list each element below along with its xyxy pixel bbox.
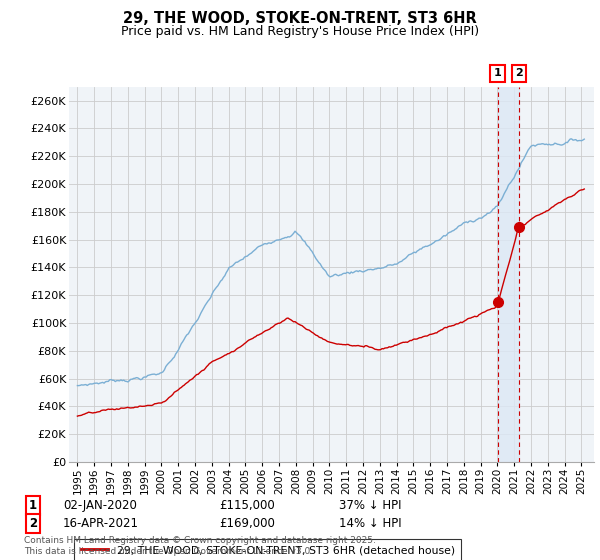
Legend: 29, THE WOOD, STOKE-ON-TRENT, ST3 6HR (detached house), HPI: Average price, deta: 29, THE WOOD, STOKE-ON-TRENT, ST3 6HR (d… — [74, 539, 461, 560]
Text: Price paid vs. HM Land Registry's House Price Index (HPI): Price paid vs. HM Land Registry's House … — [121, 25, 479, 38]
Bar — [497, 87, 519, 462]
Text: £169,000: £169,000 — [219, 517, 275, 530]
Text: 16-APR-2021: 16-APR-2021 — [63, 517, 139, 530]
Text: 02-JAN-2020: 02-JAN-2020 — [63, 499, 137, 512]
Text: 2: 2 — [29, 517, 37, 530]
Text: 1: 1 — [494, 68, 502, 78]
Text: 37% ↓ HPI: 37% ↓ HPI — [339, 499, 401, 512]
Text: 14% ↓ HPI: 14% ↓ HPI — [339, 517, 401, 530]
Text: 1: 1 — [29, 499, 37, 512]
Text: 2: 2 — [515, 68, 523, 78]
Text: Contains HM Land Registry data © Crown copyright and database right 2025.
This d: Contains HM Land Registry data © Crown c… — [24, 536, 376, 556]
Text: 29, THE WOOD, STOKE-ON-TRENT, ST3 6HR: 29, THE WOOD, STOKE-ON-TRENT, ST3 6HR — [123, 11, 477, 26]
Text: £115,000: £115,000 — [219, 499, 275, 512]
